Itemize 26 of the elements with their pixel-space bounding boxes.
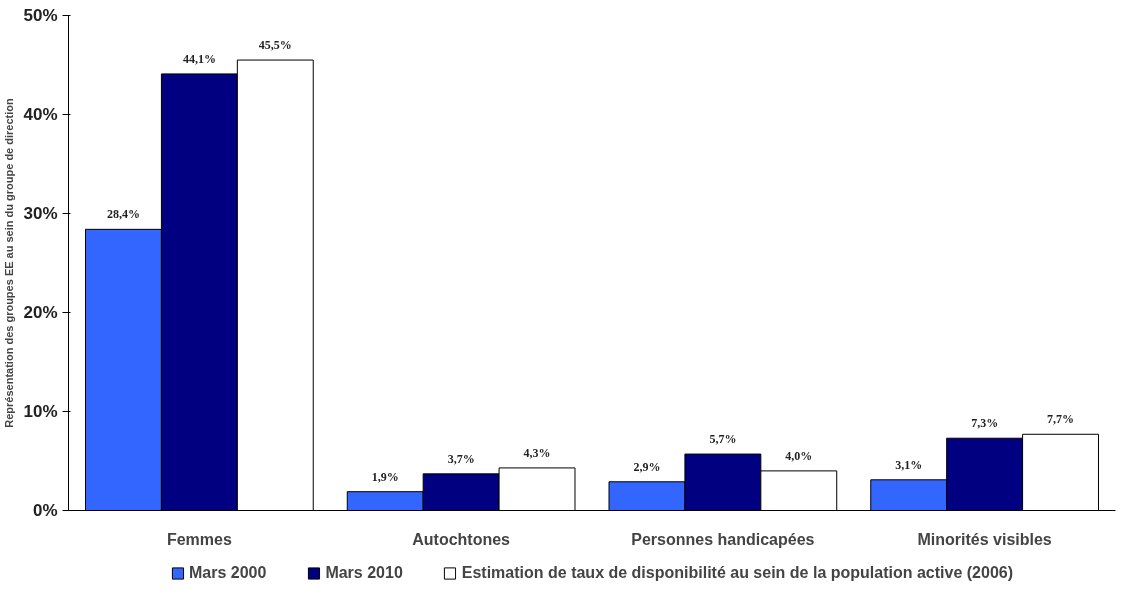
data-label: 3,7% (447, 451, 475, 466)
data-label: 4,3% (523, 445, 551, 460)
y-tick-label: 20% (23, 303, 58, 322)
data-label: 4,0% (785, 448, 813, 463)
legend-label: Mars 2000 (188, 563, 267, 582)
y-tick-label: 0% (32, 501, 58, 520)
data-label: 7,3% (971, 416, 999, 431)
x-tick-label: Personnes handicapées (631, 530, 815, 548)
x-tick-label: Femmes (166, 530, 232, 548)
legend-label: Estimation de taux de disponibilité au sein de la population active (2006) (461, 563, 1014, 582)
x-tick-label: Minorités visibles (917, 530, 1052, 548)
data-label: 2,9% (633, 459, 661, 474)
y-tick-label: 30% (23, 204, 58, 223)
data-label: 3,1% (895, 457, 923, 472)
y-tick-label: 40% (23, 105, 58, 124)
legend-label: Mars 2010 (325, 563, 403, 582)
data-label: 1,9% (371, 469, 399, 484)
data-label: 44,1% (182, 51, 216, 66)
data-label: 7,7% (1047, 412, 1075, 427)
y-axis-title: Représentation des groupes EE au sein du groupe de direction (3, 98, 16, 428)
data-label: 45,5% (258, 38, 292, 53)
y-tick-label: 50% (23, 6, 58, 25)
x-tick-label: Autochtones (412, 530, 511, 548)
y-tick-label: 10% (23, 402, 58, 421)
data-label: 28,4% (106, 207, 140, 222)
data-label: 5,7% (709, 432, 737, 447)
